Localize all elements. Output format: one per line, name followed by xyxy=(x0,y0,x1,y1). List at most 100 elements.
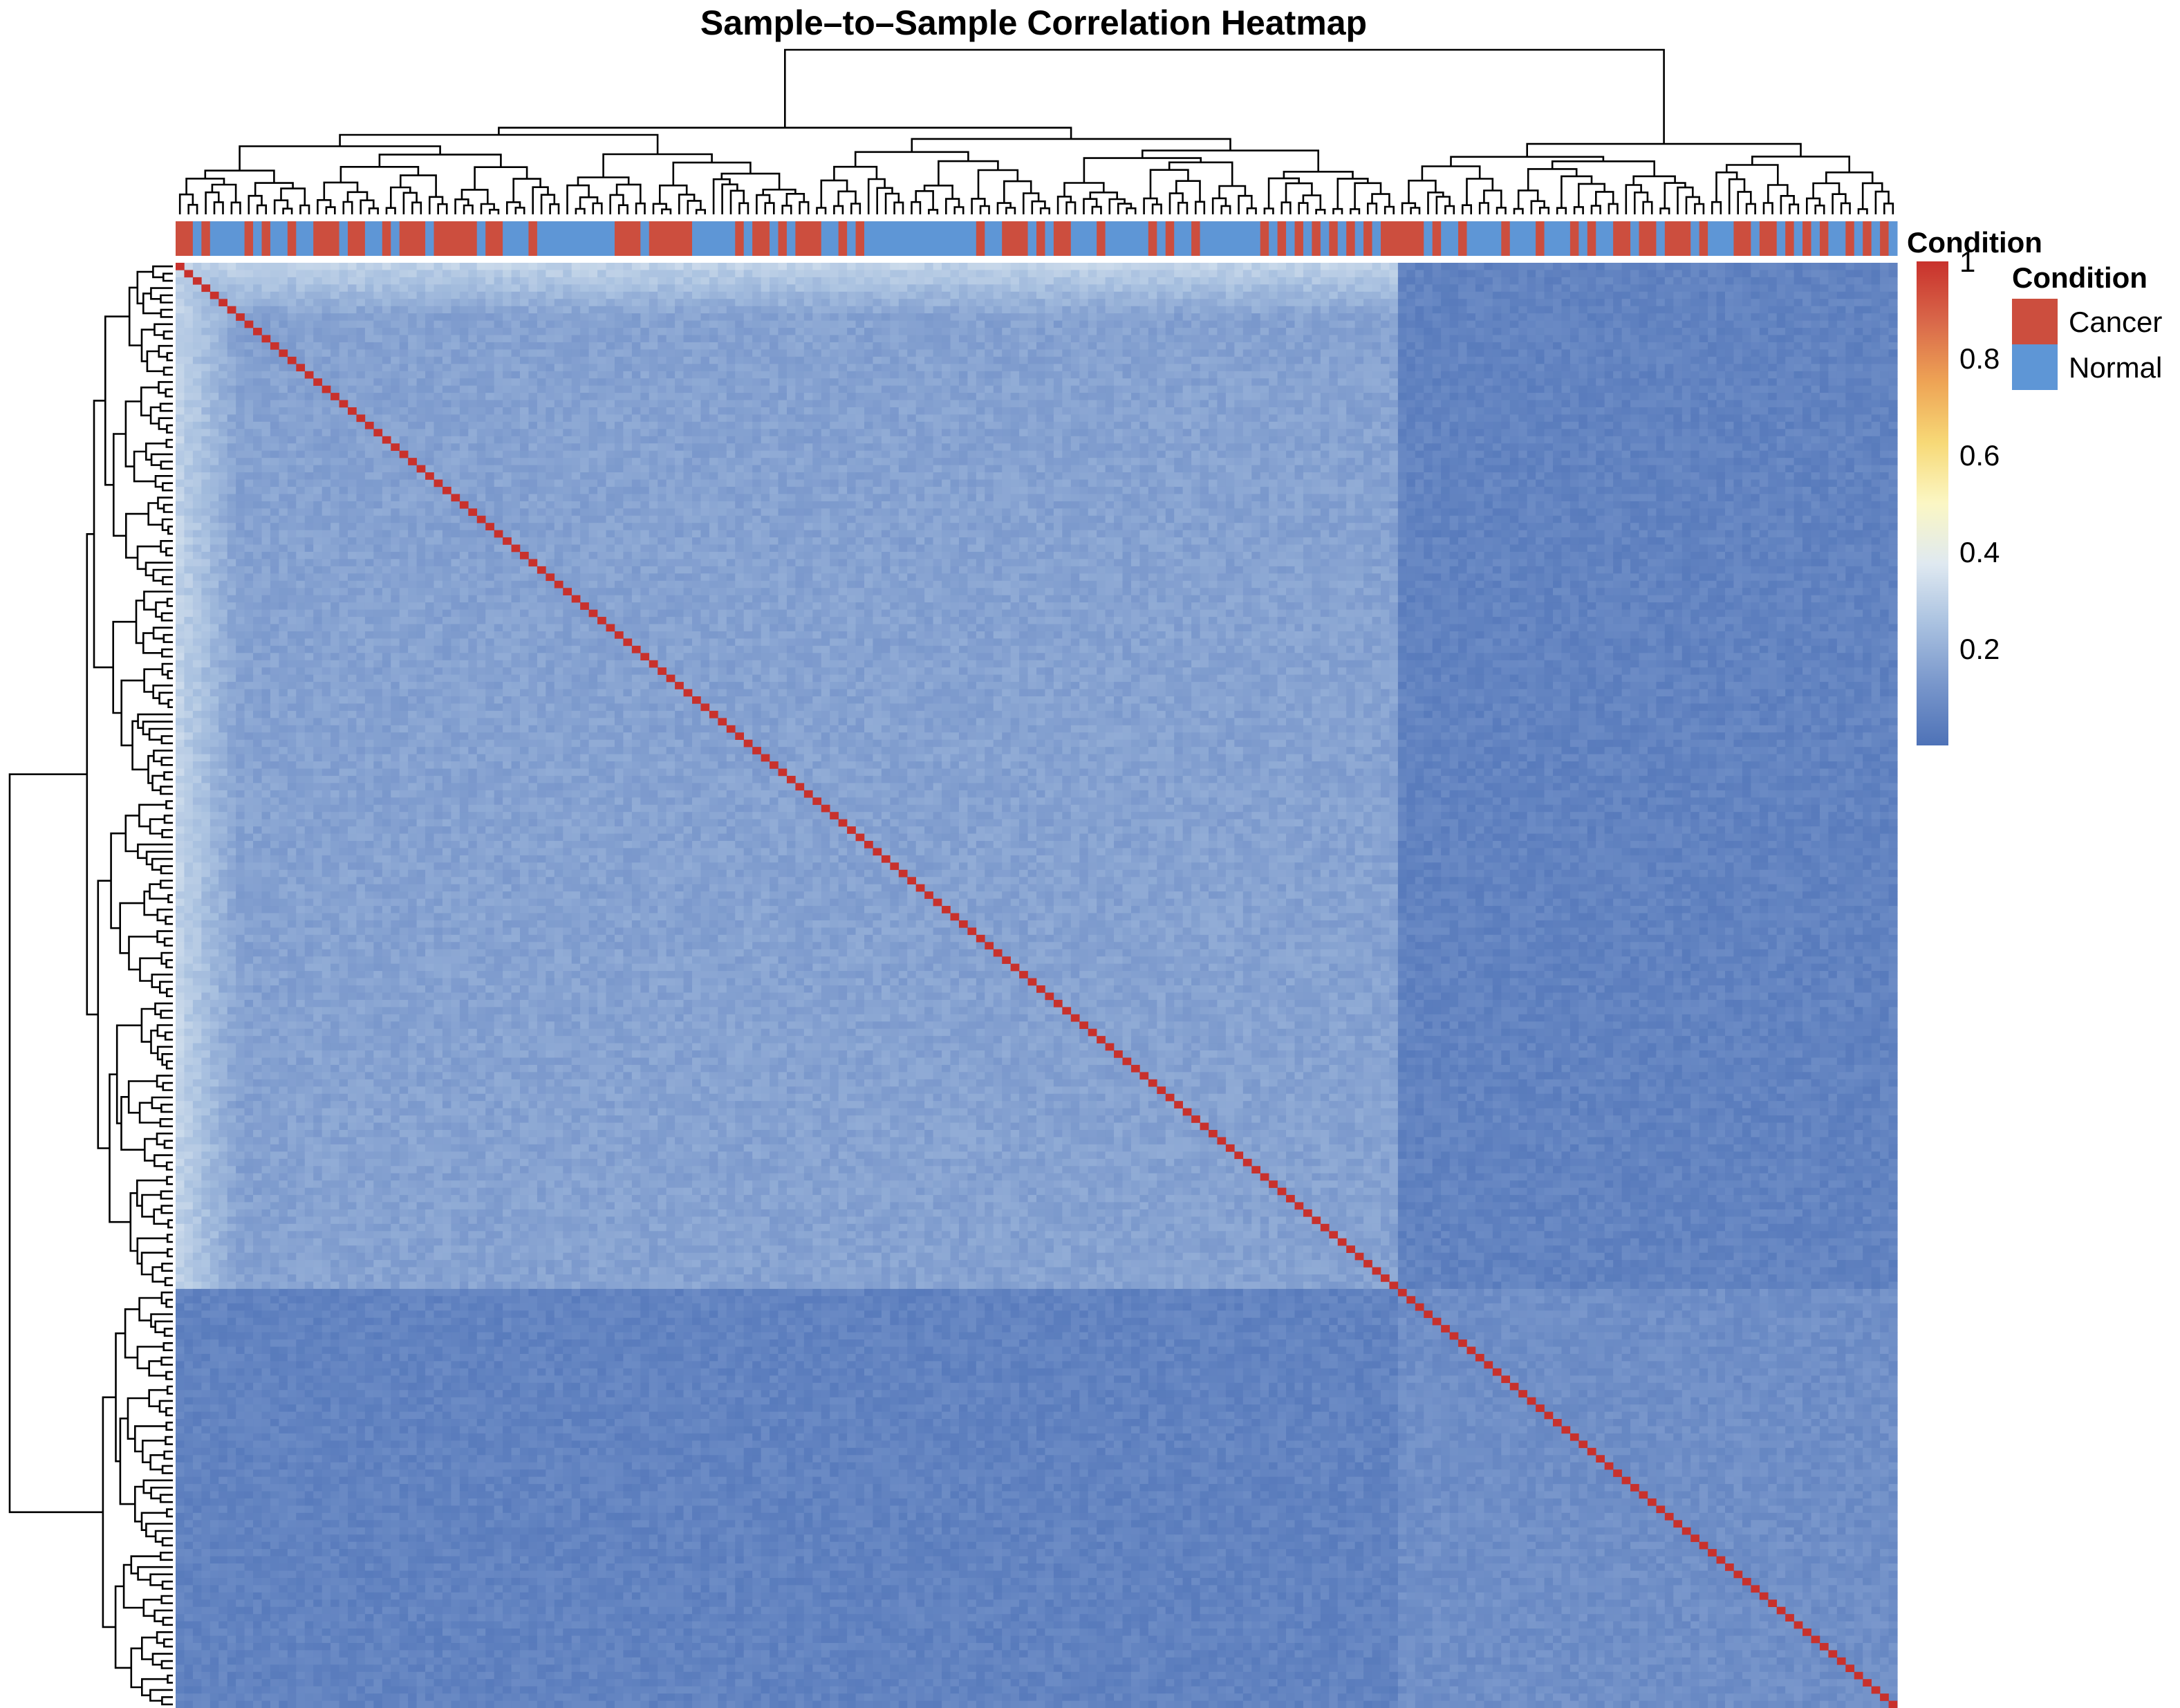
heatmap-cell xyxy=(1269,414,1278,423)
heatmap-cell xyxy=(1406,306,1416,314)
heatmap-cell xyxy=(476,313,486,322)
heatmap-cell xyxy=(1182,371,1192,379)
heatmap-cell xyxy=(1733,364,1743,372)
heatmap-cell xyxy=(408,371,418,379)
heatmap-cell xyxy=(709,414,718,423)
heatmap-cell xyxy=(227,371,236,379)
heatmap-cell xyxy=(1527,306,1536,314)
heatmap-cell xyxy=(244,291,254,299)
annotation-cell-cancer xyxy=(1277,221,1287,256)
heatmap-cell xyxy=(1165,299,1175,307)
heatmap-cell xyxy=(1742,378,1751,387)
heatmap-cell xyxy=(1639,407,1648,416)
dendrogram-branch xyxy=(756,194,771,214)
heatmap-cell xyxy=(399,328,409,336)
heatmap-cell xyxy=(1225,400,1235,408)
heatmap-cell xyxy=(631,291,641,299)
heatmap-cell xyxy=(1397,385,1407,393)
heatmap-cell xyxy=(1811,385,1820,393)
heatmap-cell xyxy=(1277,291,1287,299)
heatmap-cell xyxy=(476,291,486,299)
heatmap-cell xyxy=(364,306,374,314)
heatmap-cell xyxy=(597,364,607,372)
heatmap-cell xyxy=(382,378,391,387)
heatmap-cell xyxy=(1733,270,1743,278)
annotation-cell-cancer xyxy=(1415,221,1424,256)
heatmap-cell xyxy=(1139,306,1149,314)
heatmap-cell xyxy=(847,299,857,307)
heatmap-cell xyxy=(1759,371,1769,379)
heatmap-cell xyxy=(364,393,374,401)
heatmap-cell xyxy=(1621,263,1631,271)
annotation-cell-cancer xyxy=(201,221,211,256)
heatmap-cell xyxy=(658,328,667,336)
heatmap-cell xyxy=(1751,270,1760,278)
heatmap-cell xyxy=(1681,270,1691,278)
heatmap-cell xyxy=(1381,320,1390,328)
heatmap-cell xyxy=(993,306,1003,314)
heatmap-cell xyxy=(1501,349,1511,358)
heatmap-cell xyxy=(821,356,830,364)
heatmap-cell xyxy=(1458,313,1468,322)
heatmap-cell xyxy=(1217,306,1227,314)
heatmap-cell xyxy=(1742,263,1751,271)
dendrogram-branch xyxy=(165,547,173,557)
heatmap-cell xyxy=(1217,407,1227,416)
heatmap-cell xyxy=(1751,364,1760,372)
heatmap-cell xyxy=(649,299,658,307)
heatmap-cell xyxy=(408,414,418,423)
heatmap-cell xyxy=(434,328,443,336)
heatmap-cell xyxy=(520,356,530,364)
heatmap-cell xyxy=(1062,342,1072,350)
heatmap-cell xyxy=(434,407,443,416)
heatmap-cell xyxy=(1130,263,1140,271)
dendrogram-branch xyxy=(1883,203,1894,214)
heatmap-cell xyxy=(847,371,857,379)
heatmap-cell xyxy=(571,407,581,416)
heatmap-cell xyxy=(1613,263,1623,271)
dendrogram-branch xyxy=(161,1465,173,1474)
heatmap-cell xyxy=(1182,400,1192,408)
heatmap-cell xyxy=(1424,342,1433,350)
heatmap-cell xyxy=(571,414,581,423)
heatmap-cell xyxy=(1242,364,1252,372)
heatmap-cell xyxy=(803,277,813,285)
heatmap-cell xyxy=(364,263,374,271)
annotation-cell-normal xyxy=(1242,221,1252,256)
heatmap-cell xyxy=(1811,328,1820,336)
heatmap-cell xyxy=(1681,299,1691,307)
heatmap-cell xyxy=(1424,356,1433,364)
heatmap-cell xyxy=(614,328,624,336)
heatmap-cell xyxy=(588,320,598,328)
heatmap-cell xyxy=(520,393,530,401)
heatmap-cell xyxy=(1759,393,1769,401)
heatmap-cell xyxy=(1209,385,1218,393)
heatmap-cell xyxy=(631,349,641,358)
heatmap-cell xyxy=(1484,400,1493,408)
heatmap-cell xyxy=(1312,335,1321,343)
heatmap-cell xyxy=(709,291,718,299)
heatmap-cell xyxy=(339,407,348,416)
heatmap-cell xyxy=(1062,349,1072,358)
heatmap-cell xyxy=(1209,320,1218,328)
heatmap-cell xyxy=(1424,371,1433,379)
heatmap-cell xyxy=(442,291,451,299)
heatmap-cell xyxy=(1019,349,1029,358)
heatmap-cell xyxy=(942,385,951,393)
heatmap-cell xyxy=(356,335,366,343)
heatmap-cell xyxy=(485,414,495,423)
heatmap-cell xyxy=(658,306,667,314)
heatmap-cell xyxy=(442,356,451,364)
heatmap-cell xyxy=(950,378,960,387)
heatmap-cell xyxy=(1708,378,1717,387)
heatmap-cell xyxy=(1536,356,1545,364)
annotation-cell-normal xyxy=(373,221,383,256)
annotation-cell-cancer xyxy=(1053,221,1063,256)
dendrogram-branch xyxy=(1789,203,1800,214)
heatmap-cell xyxy=(1251,291,1261,299)
heatmap-cell xyxy=(1200,371,1209,379)
heatmap-cell xyxy=(322,299,331,307)
heatmap-cell xyxy=(1415,385,1424,393)
annotation-cell-normal xyxy=(743,221,753,256)
heatmap-cell xyxy=(1776,364,1786,372)
